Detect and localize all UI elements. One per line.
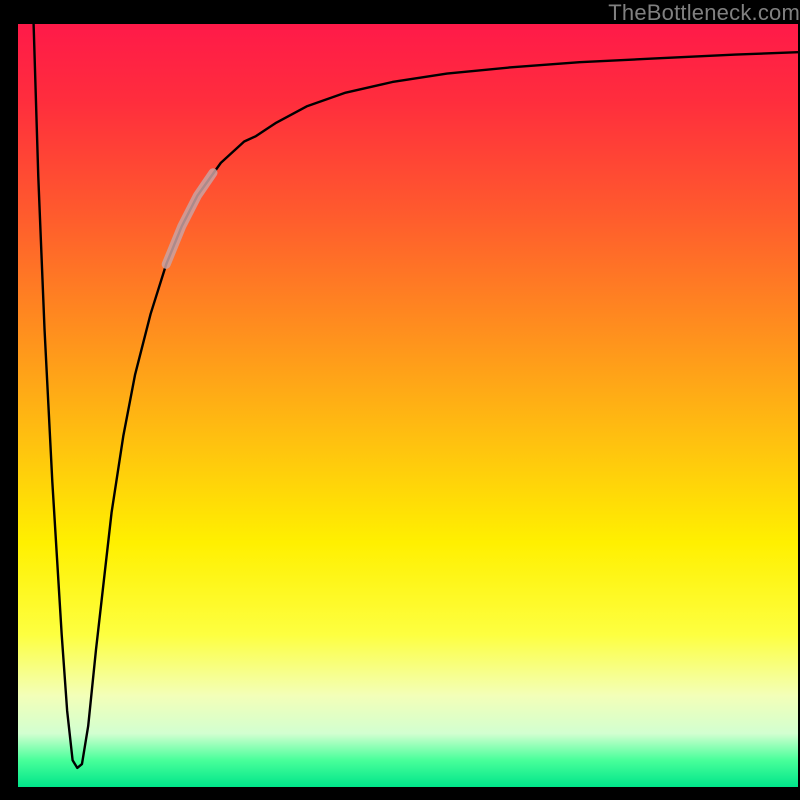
chart-plot-area <box>18 24 798 787</box>
bottleneck-curve <box>34 24 798 768</box>
watermark-text: TheBottleneck.com <box>608 0 800 26</box>
highlight-segment <box>166 173 213 265</box>
chart-curve-layer <box>18 24 798 787</box>
